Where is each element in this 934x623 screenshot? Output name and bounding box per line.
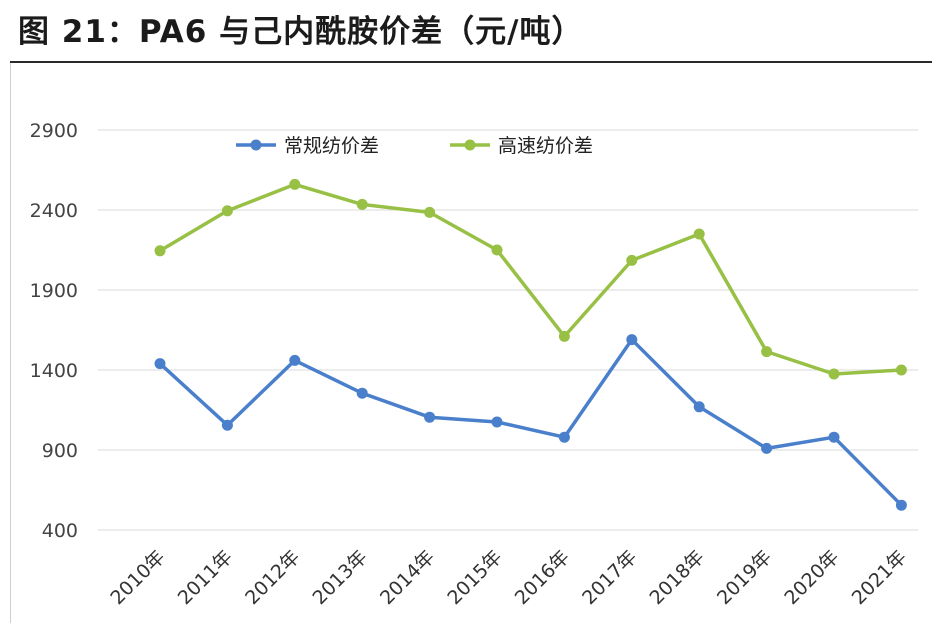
x-tick-label: 2011年 [174,546,237,609]
data-point [895,499,907,511]
data-point [356,198,368,210]
data-point [828,368,840,380]
data-point [154,358,166,370]
series-lines [154,178,907,511]
legend: 常规纺价差 高速纺价差 [236,135,593,157]
x-tick-label: 2016年 [511,546,574,609]
data-point [424,411,436,423]
data-point [693,401,705,413]
y-tick-label: 2900 [30,120,78,142]
data-point [424,206,436,218]
x-tick-label: 2017年 [578,546,641,609]
data-point [693,228,705,240]
x-tick-label: 2019年 [713,546,776,609]
x-tick-label: 2013年 [309,546,372,609]
y-axis-ticks: 400 900 1400 1900 2400 2900 [30,120,78,542]
chart-title: 图 21：PA6 与己内酰胺价差（元/吨） [18,14,584,50]
title-divider [10,61,932,63]
y-tick-label: 1400 [30,360,78,382]
data-point [491,416,503,428]
gridlines [98,129,918,531]
data-point [626,254,638,266]
x-tick-label: 2020年 [780,546,843,609]
data-point [626,334,638,346]
data-point [828,431,840,443]
series-line-1 [158,337,904,507]
y-tick-label: 1900 [30,280,78,302]
data-point [558,431,570,443]
data-point [491,244,503,256]
data-point [761,442,773,454]
x-tick-label: 2014年 [376,546,439,609]
data-point [221,205,233,217]
frame-border [10,63,11,623]
x-tick-label: 2021年 [848,546,911,609]
legend-label: 高速纺价差 [498,135,593,157]
legend-label: 常规纺价差 [284,135,379,157]
x-tick-label: 2015年 [443,546,506,609]
legend-marker [464,139,476,151]
data-point [356,387,368,399]
y-tick-label: 2400 [30,200,78,222]
data-point [221,419,233,431]
data-point [154,245,166,257]
x-tick-label: 2012年 [241,546,304,609]
series-line-2 [158,182,904,376]
data-point [761,346,773,358]
data-point [895,364,907,376]
legend-marker [250,139,262,151]
data-point [289,178,301,190]
y-tick-label: 400 [42,520,78,542]
y-tick-label: 900 [42,440,78,462]
data-point [289,354,301,366]
x-axis-ticks: 2010年 2011年 2012年 2013年 2014年 2015年 2016年 2017年… [106,546,911,609]
x-tick-label: 2018年 [646,546,709,609]
x-tick-label: 2010年 [106,546,169,609]
data-point [558,330,570,342]
